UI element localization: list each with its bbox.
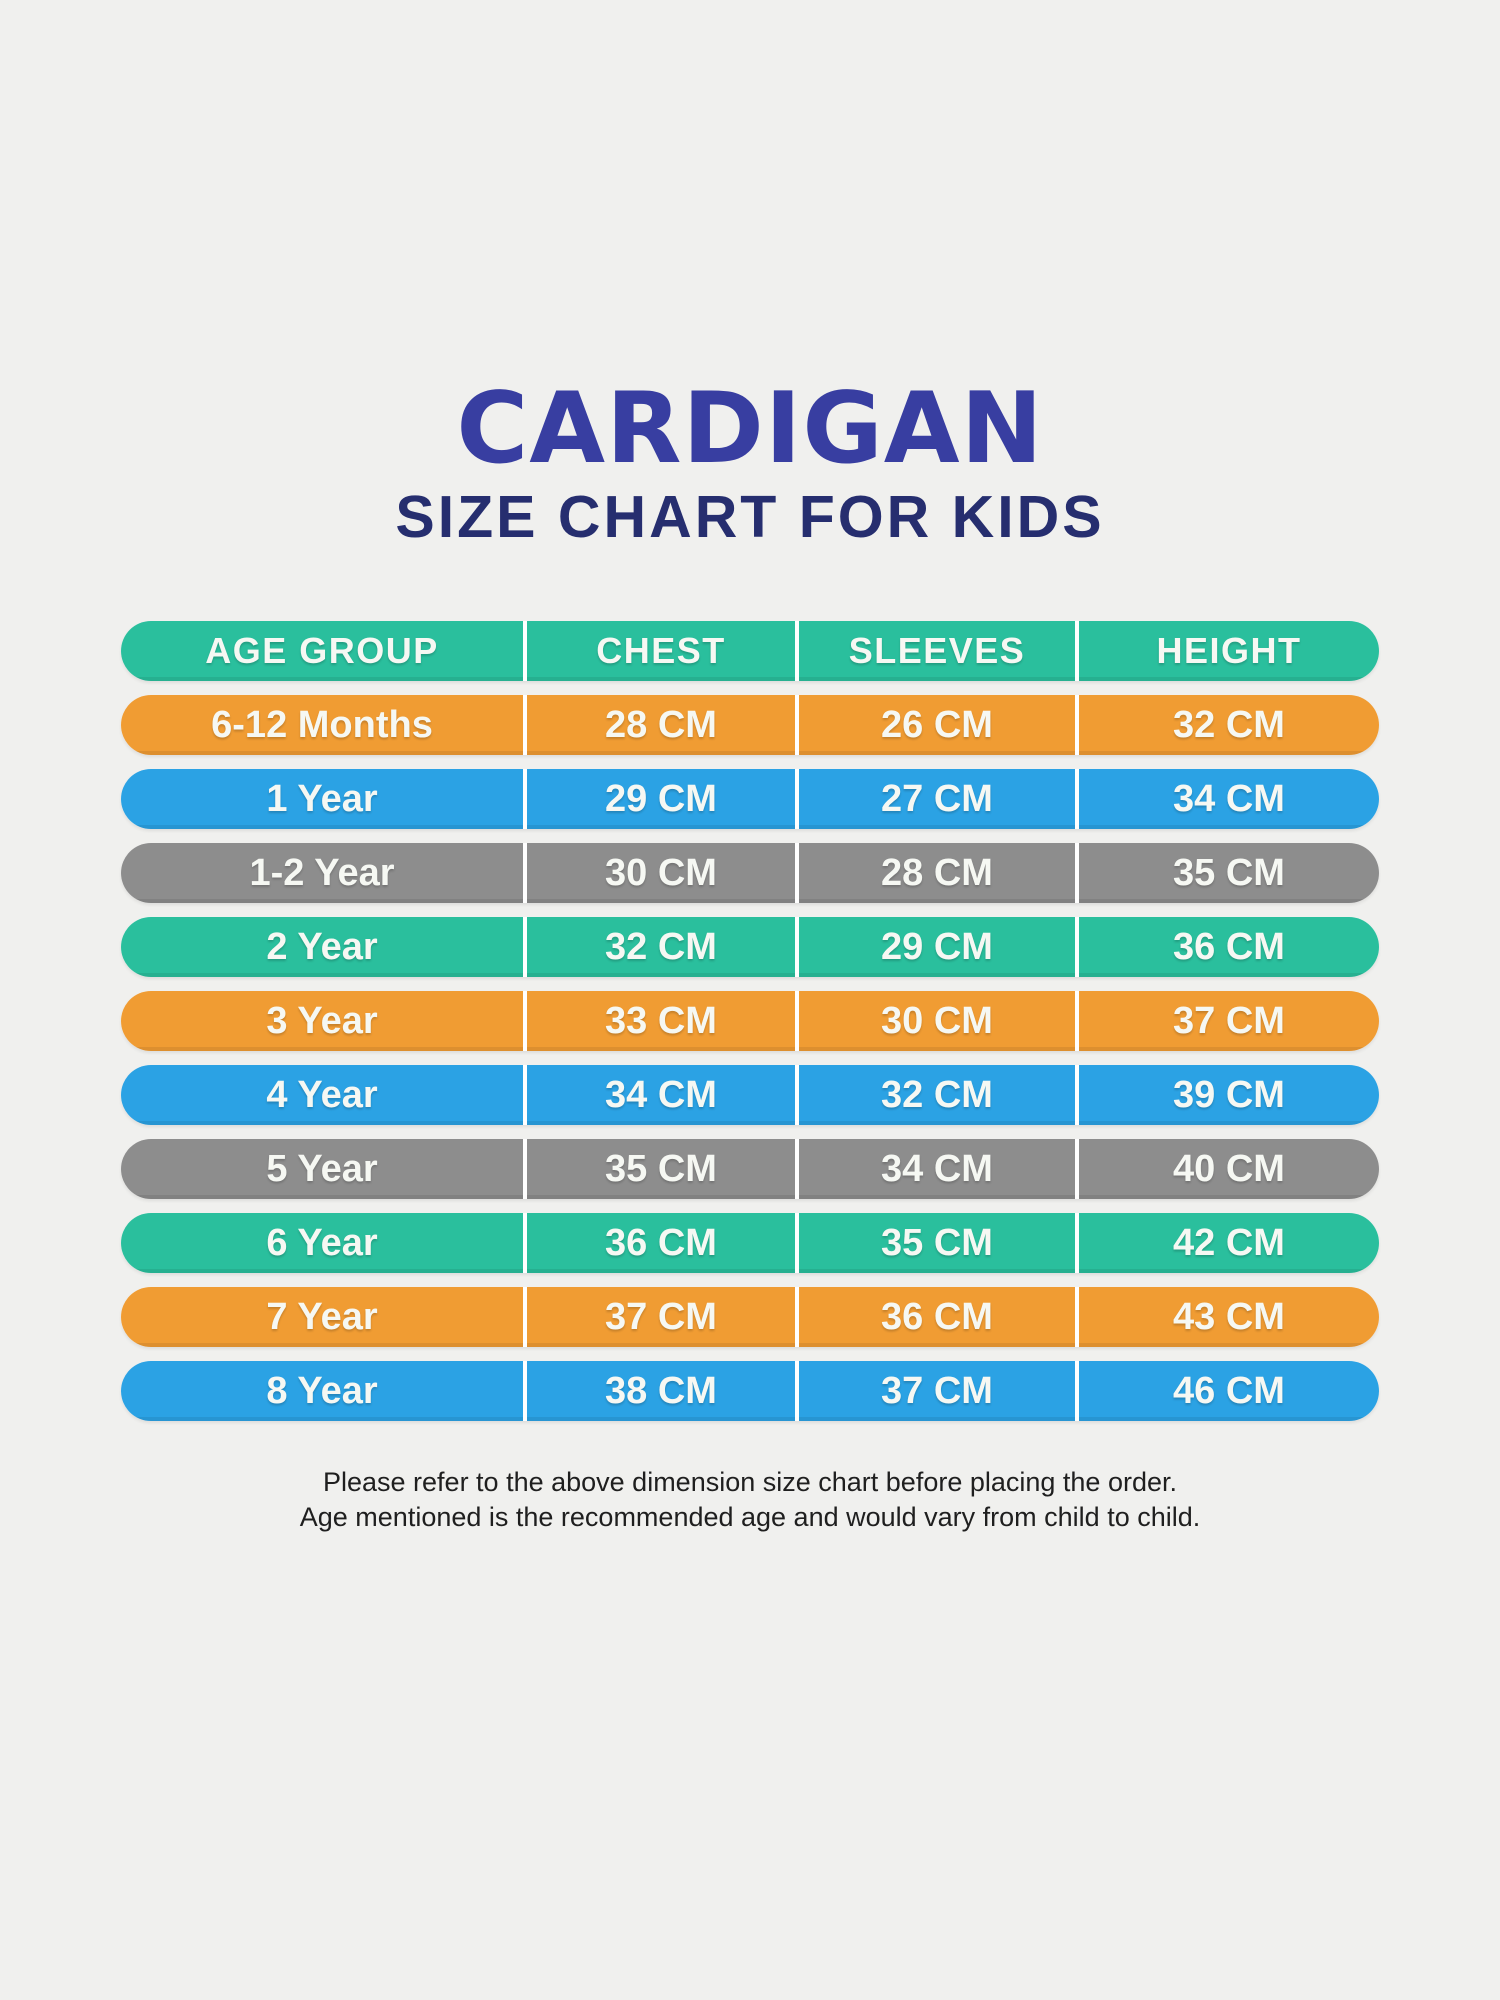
chest-cell: 34 CM xyxy=(527,1065,795,1125)
sleeves-cell: 36 CM xyxy=(799,1287,1075,1347)
table-row: 6 Year 36 CM 35 CM 42 CM xyxy=(121,1213,1379,1273)
footer-note-line2: Age mentioned is the recommended age and… xyxy=(299,1502,1201,1532)
table-row: 7 Year 37 CM 36 CM 43 CM xyxy=(121,1287,1379,1347)
sleeves-cell: 29 CM xyxy=(799,917,1075,977)
footer-note-line1: Please refer to the above dimension size… xyxy=(322,1467,1177,1497)
height-cell: 35 CM xyxy=(1079,843,1379,903)
age-cell: 3 Year xyxy=(121,991,523,1051)
sleeves-cell: 30 CM xyxy=(799,991,1075,1051)
chest-cell: 33 CM xyxy=(527,991,795,1051)
chest-cell: 37 CM xyxy=(527,1287,795,1347)
age-cell: 4 Year xyxy=(121,1065,523,1125)
table-row: 5 Year 35 CM 34 CM 40 CM xyxy=(121,1139,1379,1199)
chest-cell: 38 CM xyxy=(527,1361,795,1421)
page-subtitle: SIZE CHART FOR KIDS xyxy=(395,484,1105,550)
table-row: 1 Year 29 CM 27 CM 34 CM xyxy=(121,769,1379,829)
height-cell: 40 CM xyxy=(1079,1139,1379,1199)
chest-cell: 30 CM xyxy=(527,843,795,903)
height-cell: 37 CM xyxy=(1079,991,1379,1051)
height-cell: 34 CM xyxy=(1079,769,1379,829)
height-cell: 46 CM xyxy=(1079,1361,1379,1421)
sleeves-cell: 28 CM xyxy=(799,843,1075,903)
sleeves-cell: 26 CM xyxy=(799,695,1075,755)
height-cell: 42 CM xyxy=(1079,1213,1379,1273)
table-header-row: AGE GROUP CHEST SLEEVES HEIGHT xyxy=(121,621,1379,681)
sleeves-cell: 37 CM xyxy=(799,1361,1075,1421)
height-cell: 32 CM xyxy=(1079,695,1379,755)
table-row: 8 Year 38 CM 37 CM 46 CM xyxy=(121,1361,1379,1421)
chest-cell: 35 CM xyxy=(527,1139,795,1199)
age-cell: 2 Year xyxy=(121,917,523,977)
height-cell: 36 CM xyxy=(1079,917,1379,977)
age-cell: 7 Year xyxy=(121,1287,523,1347)
height-cell: 43 CM xyxy=(1079,1287,1379,1347)
age-cell: 1-2 Year xyxy=(121,843,523,903)
age-cell: 5 Year xyxy=(121,1139,523,1199)
footer-note: Please refer to the above dimension size… xyxy=(0,1465,1500,1535)
chest-cell: 29 CM xyxy=(527,769,795,829)
age-cell: 6-12 Months xyxy=(121,695,523,755)
sleeves-cell: 32 CM xyxy=(799,1065,1075,1125)
table-row: 6-12 Months 28 CM 26 CM 32 CM xyxy=(121,695,1379,755)
table-row: 1-2 Year 30 CM 28 CM 35 CM xyxy=(121,843,1379,903)
age-cell: 6 Year xyxy=(121,1213,523,1273)
sleeves-cell: 35 CM xyxy=(799,1213,1075,1273)
height-cell: 39 CM xyxy=(1079,1065,1379,1125)
column-header-sleeves: SLEEVES xyxy=(799,621,1075,681)
page-title: CARDIGAN xyxy=(456,372,1044,486)
chest-cell: 32 CM xyxy=(527,917,795,977)
size-chart-table: AGE GROUP CHEST SLEEVES HEIGHT 6-12 Mont… xyxy=(121,621,1379,1421)
chest-cell: 36 CM xyxy=(527,1213,795,1273)
table-row: 2 Year 32 CM 29 CM 36 CM xyxy=(121,917,1379,977)
table-row: 3 Year 33 CM 30 CM 37 CM xyxy=(121,991,1379,1051)
column-header-age-group: AGE GROUP xyxy=(121,621,523,681)
sleeves-cell: 34 CM xyxy=(799,1139,1075,1199)
column-header-chest: CHEST xyxy=(527,621,795,681)
column-header-height: HEIGHT xyxy=(1079,621,1379,681)
sleeves-cell: 27 CM xyxy=(799,769,1075,829)
table-row: 4 Year 34 CM 32 CM 39 CM xyxy=(121,1065,1379,1125)
chest-cell: 28 CM xyxy=(527,695,795,755)
age-cell: 1 Year xyxy=(121,769,523,829)
age-cell: 8 Year xyxy=(121,1361,523,1421)
